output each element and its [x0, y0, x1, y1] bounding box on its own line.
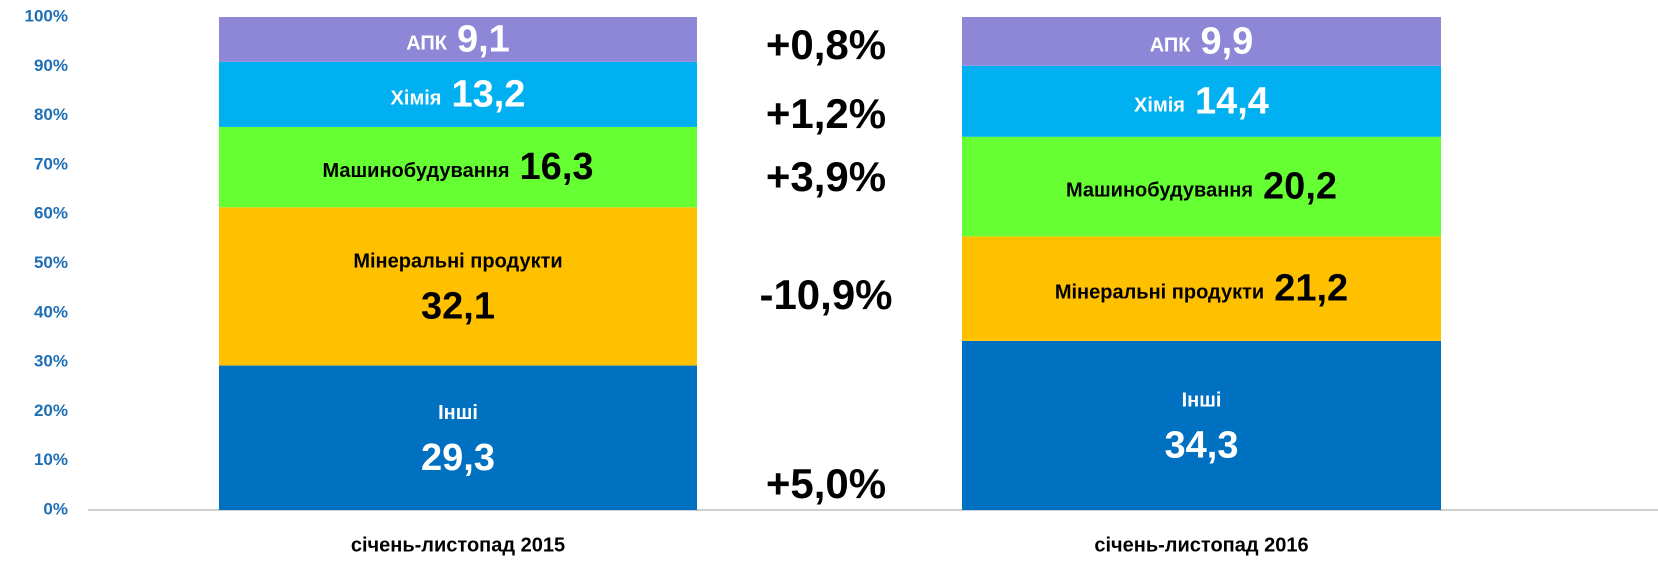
value-label: 29,3 — [421, 437, 495, 479]
segment-name: Машинобудування — [322, 160, 509, 182]
y-tick-label: 30% — [34, 352, 68, 371]
segment-label: Машинобудування 20,2 — [1066, 166, 1337, 208]
y-tick-label: 40% — [34, 302, 68, 321]
y-tick-label: 10% — [34, 450, 68, 469]
y-tick-label: 0% — [43, 499, 68, 518]
segment-name: АПК — [1150, 35, 1192, 57]
change-label: +1,2% — [766, 90, 886, 137]
segment-name: Машинобудування — [1066, 180, 1253, 202]
bar-segment — [219, 365, 697, 510]
bar-segment — [219, 61, 697, 127]
bar-segment — [962, 340, 1441, 510]
x-tick-label: січень-листопад 2016 — [1094, 534, 1308, 556]
value-label: 21,2 — [1274, 268, 1348, 310]
y-tick-label: 50% — [34, 253, 68, 272]
segment-name: Мінеральні продукти — [1055, 282, 1264, 304]
change-label: +0,8% — [766, 21, 886, 68]
y-tick-label: 60% — [34, 204, 68, 223]
y-tick-label: 80% — [34, 105, 68, 124]
segment-name: Інші — [1182, 390, 1222, 412]
segment-name: АПК — [406, 33, 448, 55]
change-label: -10,9% — [759, 271, 892, 318]
bar-segment — [219, 17, 697, 62]
y-tick-label: 70% — [34, 154, 68, 173]
bar-segment — [962, 65, 1441, 137]
segment-name: Інші — [438, 402, 478, 424]
bar-segment — [219, 207, 697, 366]
value-label: 20,2 — [1263, 166, 1337, 208]
segment-label: Мінеральні продукти 21,2 — [1055, 268, 1348, 310]
bar-segment — [962, 236, 1441, 341]
y-tick-label: 90% — [34, 56, 68, 75]
segment-label: Хімія 14,4 — [1134, 80, 1269, 122]
value-label: 32,1 — [421, 285, 495, 327]
value-label: 14,4 — [1195, 80, 1269, 122]
x-tick-label: січень-листопад 2015 — [351, 534, 565, 556]
segment-label: Хімія 13,2 — [391, 73, 526, 115]
value-label: 9,1 — [457, 18, 510, 60]
segment-name: Мінеральні продукти — [353, 251, 562, 273]
segment-name: Хімія — [391, 88, 442, 110]
segment-label: АПК 9,1 — [406, 18, 510, 60]
value-label: 13,2 — [451, 73, 525, 115]
bar-segment — [219, 126, 697, 208]
y-tick-label: 20% — [34, 401, 68, 420]
value-label: 9,9 — [1200, 20, 1253, 62]
change-label: +3,9% — [766, 153, 886, 200]
segment-name: Хімія — [1134, 95, 1185, 117]
change-label: +5,0% — [766, 460, 886, 507]
bar-segment — [962, 17, 1441, 66]
segment-label: Машинобудування 16,3 — [322, 146, 593, 188]
value-label: 34,3 — [1165, 424, 1239, 466]
y-tick-label: 100% — [25, 6, 68, 25]
bar-segment — [962, 136, 1441, 237]
value-label: 16,3 — [520, 146, 594, 188]
segment-label: АПК 9,9 — [1150, 20, 1254, 62]
